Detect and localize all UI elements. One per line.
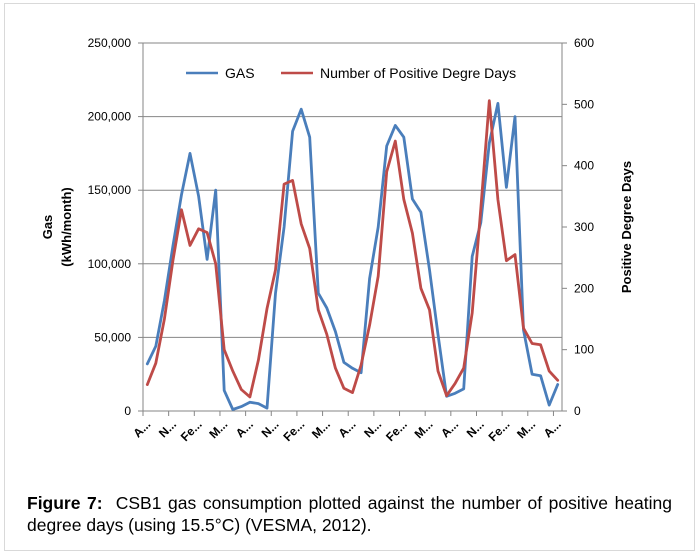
- gridlines: [143, 42, 562, 338]
- legend: GAS Number of Positive Degre Days: [186, 65, 516, 81]
- x-tick-label: A...: [541, 417, 564, 440]
- right-axis-ticks: 0 100 200 300 400 500 600: [574, 36, 594, 418]
- x-tick-label: Fe...: [178, 417, 205, 444]
- y2-tick-label: 600: [574, 36, 594, 50]
- x-tick-label: M...: [514, 417, 538, 441]
- y2-tick-label: 0: [574, 404, 581, 418]
- x-tick-label: N...: [259, 417, 282, 440]
- y-axis-title-line1: Gas: [40, 215, 55, 240]
- x-tick-label: M...: [206, 417, 230, 441]
- x-tick-label: N...: [464, 417, 487, 440]
- y2-tick-label: 100: [574, 343, 594, 357]
- x-tick-label: Fe...: [280, 417, 307, 444]
- y2-tick-label: 200: [574, 281, 594, 295]
- chart: 0 50,000 100,000 150,000 200,000 250,000 0 100…: [40, 36, 634, 444]
- x-tick-label: A...: [438, 417, 461, 440]
- x-tick-label: N...: [156, 417, 179, 440]
- legend-label-gas: GAS: [225, 65, 255, 81]
- y-axis-title-line2: (kWh/month): [59, 187, 74, 266]
- y-tick-label: 100,000: [88, 257, 132, 271]
- x-tick-label: M...: [412, 417, 436, 441]
- caption-text: CSB1 gas consumption plotted against the…: [27, 493, 672, 535]
- x-axis-ticks: A... N...Fe... M... A... N...Fe... M... A... N.…: [130, 417, 564, 444]
- caption-label: Figure 7:: [27, 493, 103, 513]
- x-tick-label: N...: [361, 417, 384, 440]
- x-tick-label: Fe...: [383, 417, 410, 444]
- y-tick-label: 150,000: [88, 183, 132, 197]
- x-tick-label: A...: [130, 417, 153, 440]
- series-line-gas: [145, 102, 560, 411]
- x-tick-label: A...: [233, 417, 256, 440]
- y2-tick-label: 400: [574, 159, 594, 173]
- y-tick-label: 200,000: [88, 110, 132, 124]
- y2-tick-label: 500: [574, 97, 594, 111]
- figure-frame: [4, 3, 695, 551]
- x-tick-label: A...: [336, 417, 359, 440]
- legend-label-degree-days: Number of Positive Degre Days: [320, 65, 516, 81]
- y2-axis-title: Positive Degree Days: [619, 161, 634, 293]
- series-lines: [145, 99, 560, 411]
- x-tick-label: M...: [309, 417, 333, 441]
- y-tick-label: 50,000: [94, 330, 131, 344]
- axes: [138, 42, 567, 416]
- series-line-degree-days: [145, 99, 560, 399]
- y2-tick-label: 300: [574, 220, 594, 234]
- x-tick-label: Fe...: [486, 417, 513, 444]
- y-tick-label: 250,000: [88, 36, 132, 50]
- y-tick-label: 0: [124, 404, 131, 418]
- left-axis-ticks: 0 50,000 100,000 150,000 200,000 250,000: [88, 36, 132, 418]
- figure-caption: Figure 7: CSB1 gas consumption plotted a…: [27, 492, 672, 536]
